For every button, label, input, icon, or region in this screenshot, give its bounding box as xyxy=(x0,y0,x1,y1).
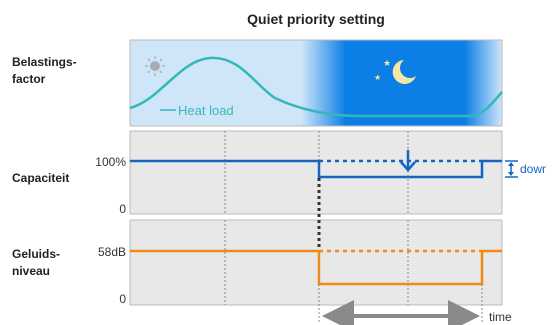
sun-icon xyxy=(145,56,165,76)
time-label: time xyxy=(489,310,512,324)
capacity-label: Capaciteit xyxy=(12,171,69,185)
heat-load-curve xyxy=(129,56,503,118)
noise-tick-58db: 58dB xyxy=(98,245,126,259)
load-label-line2: factor xyxy=(12,72,46,86)
capacity-panel xyxy=(129,130,503,215)
diagram-title: Quiet priority setting xyxy=(247,11,385,27)
noise-line xyxy=(130,249,502,286)
capacity-down-arrow xyxy=(400,150,416,172)
heat-load-label: Heat load xyxy=(178,103,234,118)
capacity-tick-0: 0 xyxy=(119,202,126,216)
capacity-range-bracket xyxy=(505,160,518,178)
capacity-tick-100: 100% xyxy=(95,155,126,169)
noise-tick-0: 0 xyxy=(119,292,126,306)
noise-label-line1: Geluids- xyxy=(12,247,60,261)
noise-panel xyxy=(129,219,503,306)
moon-stars-icon: ★ ★ xyxy=(374,58,416,84)
noise-label-line2: niveau xyxy=(12,264,50,278)
load-label-line1: Belastings- xyxy=(12,55,77,69)
capacity-line xyxy=(130,159,502,179)
svg-text:★: ★ xyxy=(383,58,391,68)
capacity-annotation: dowr xyxy=(520,162,546,176)
svg-text:★: ★ xyxy=(374,73,381,82)
